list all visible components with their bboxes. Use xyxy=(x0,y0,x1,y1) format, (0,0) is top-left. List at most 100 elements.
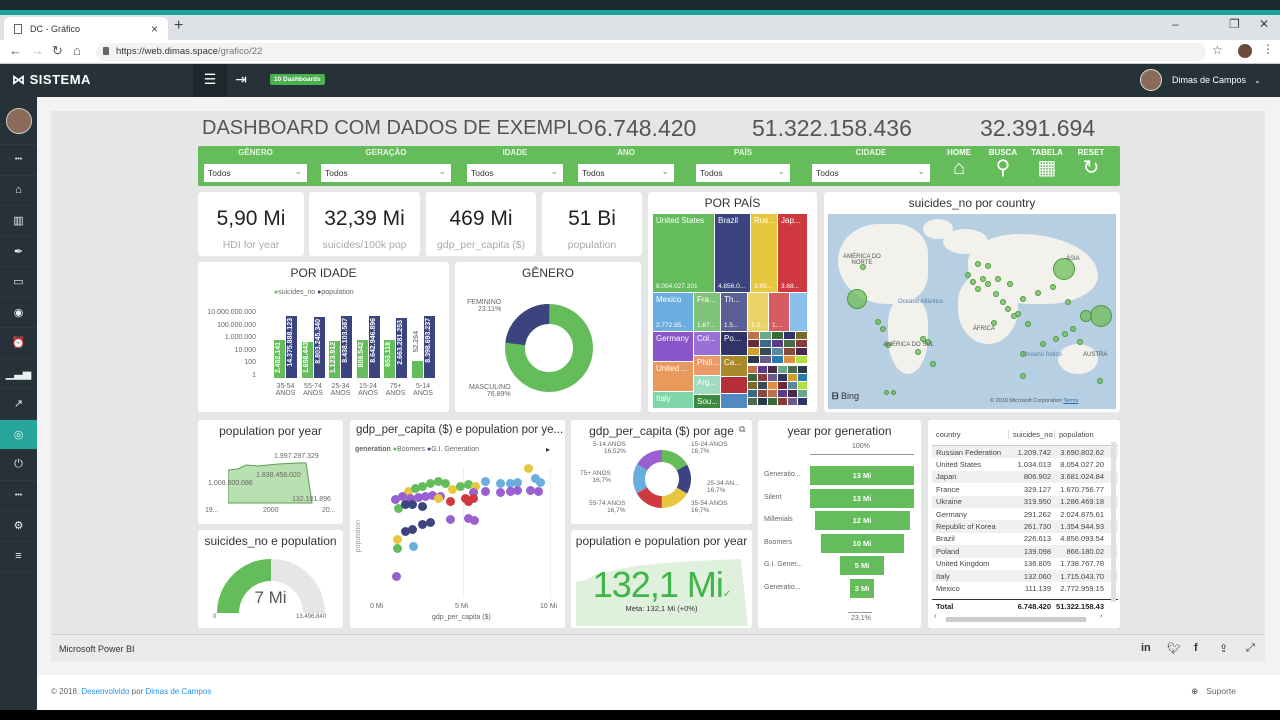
treemap-tile[interactable] xyxy=(748,366,757,373)
support-link[interactable]: ⊕ Suporte xyxy=(1191,686,1244,697)
chart-funnel[interactable]: year por generation 100% Generatio... 13 … xyxy=(758,420,921,628)
table-nav-button[interactable]: TABELA ▦ xyxy=(1029,148,1065,179)
treemap-tile[interactable] xyxy=(778,374,787,381)
scatter-point[interactable] xyxy=(409,542,418,551)
map-bubble[interactable] xyxy=(847,289,867,309)
dashboards-badge[interactable]: 10 Dashboards xyxy=(270,74,325,85)
filter-ano-select[interactable]: Todos ⌄ xyxy=(578,164,674,182)
sidebar-item-10[interactable]: ⏻ xyxy=(0,450,37,481)
scatter-point[interactable] xyxy=(426,479,435,488)
treemap-tile[interactable] xyxy=(758,374,767,381)
forward-button[interactable]: → xyxy=(31,43,44,58)
scatter-point[interactable] xyxy=(393,535,402,544)
map-bubble[interactable] xyxy=(883,389,889,395)
map-bubble[interactable] xyxy=(991,320,997,326)
bar-suicides[interactable] xyxy=(301,342,313,378)
kpi-card-gdp[interactable]: 469 Mi gdp_per_capita ($) xyxy=(426,192,536,256)
sidebar-item-13[interactable]: ≡ xyxy=(0,542,37,572)
scatter-point[interactable] xyxy=(434,477,443,486)
scatter-point[interactable] xyxy=(536,478,545,487)
treemap-tile[interactable] xyxy=(784,332,795,339)
treemap-tile[interactable] xyxy=(796,340,807,347)
scatter-point[interactable] xyxy=(526,486,535,495)
scatter-point[interactable] xyxy=(411,484,420,493)
sidebar-item-0[interactable]: ••• xyxy=(0,145,37,176)
country-table[interactable]: country suicides_no population Russian F… xyxy=(928,420,1120,628)
treemap-tile[interactable] xyxy=(778,366,787,373)
scatter-point[interactable] xyxy=(513,486,522,495)
linkedin-icon[interactable]: in xyxy=(1141,642,1151,654)
treemap-tile[interactable]: 1.... xyxy=(769,293,789,331)
treemap-tile[interactable] xyxy=(796,356,807,363)
scatter-point[interactable] xyxy=(464,514,473,523)
map-bubble[interactable] xyxy=(1050,284,1056,290)
map-bubble[interactable] xyxy=(985,263,991,269)
map-bubble[interactable] xyxy=(1090,305,1112,327)
user-menu[interactable]: Dimas de Campos ⌄ xyxy=(1140,69,1261,91)
scatter-point[interactable] xyxy=(471,482,480,491)
chart-map[interactable]: suicides_no por country AMÉRICA DO NORTE… xyxy=(824,192,1120,412)
profile-avatar[interactable] xyxy=(1238,44,1252,58)
scatter-point[interactable] xyxy=(408,525,417,534)
scatter-point[interactable] xyxy=(441,479,450,488)
treemap-tile[interactable]: 1.3... xyxy=(748,293,768,331)
scatter-point[interactable] xyxy=(391,495,400,504)
powerbi-brand-link[interactable]: Microsoft Power BI xyxy=(59,644,135,654)
search-nav-button[interactable]: BUSCA ⚲ xyxy=(985,148,1021,179)
restore-button[interactable]: ❐ xyxy=(1229,17,1240,31)
treemap-tile[interactable] xyxy=(796,332,807,339)
scatter-point[interactable] xyxy=(401,527,410,536)
scatter-point[interactable] xyxy=(401,500,410,509)
treemap-tile[interactable] xyxy=(772,348,783,355)
treemap-tile[interactable] xyxy=(788,390,797,397)
treemap-tile[interactable] xyxy=(798,366,807,373)
funnel-bar[interactable]: 13 Mi xyxy=(810,488,914,508)
treemap-tile[interactable] xyxy=(748,348,759,355)
treemap-tile[interactable] xyxy=(784,340,795,347)
bar-population[interactable] xyxy=(313,317,325,378)
treemap-tile[interactable] xyxy=(788,382,797,389)
treemap-tile[interactable] xyxy=(798,390,807,397)
treemap-tile[interactable] xyxy=(758,398,767,405)
scatter-point[interactable] xyxy=(448,485,457,494)
map-bubble[interactable] xyxy=(1025,321,1031,327)
author-link[interactable]: Dimas de Campos xyxy=(145,687,212,696)
table-row[interactable]: Mexico 111.139 2.772.959.15 xyxy=(936,583,1104,593)
bar-population[interactable] xyxy=(423,316,435,378)
treemap-tile[interactable] xyxy=(748,356,759,363)
sidebar-item-11[interactable]: ••• xyxy=(0,481,37,511)
treemap-tile[interactable] xyxy=(760,340,771,347)
chart-genero[interactable]: GÊNERO FEMININO 23.11% MASCULINO 76.89% xyxy=(455,262,641,412)
treemap-tile[interactable]: Col... xyxy=(694,332,720,355)
treemap-tile[interactable] xyxy=(758,382,767,389)
sidebar-item-7[interactable]: ▁▃▅ xyxy=(0,359,37,389)
map-bubble[interactable] xyxy=(1020,373,1026,379)
browser-menu-icon[interactable]: ⋮ xyxy=(1262,42,1274,56)
sidebar-item-4[interactable]: ▭ xyxy=(0,267,37,298)
table-row[interactable]: United States 1.034.013 8.054.027.20 xyxy=(936,460,1104,470)
scatter-point[interactable] xyxy=(513,478,522,487)
col-country[interactable]: country xyxy=(936,430,961,439)
close-window-button[interactable]: ✕ xyxy=(1259,17,1270,31)
legend-next-arrow[interactable]: ▸ xyxy=(546,445,551,454)
sidebar-item-8[interactable]: ↗ xyxy=(0,389,37,420)
map-bubble[interactable] xyxy=(995,276,1001,282)
horizontal-scrollbar[interactable]: ‹ › xyxy=(934,612,1103,622)
menu-toggle-icon[interactable]: ☰ xyxy=(203,71,217,87)
treemap-tile[interactable] xyxy=(772,356,783,363)
col-suicides[interactable]: suicides_no xyxy=(1008,430,1054,439)
scatter-point[interactable] xyxy=(481,487,490,496)
kpi-card-suicides-100k[interactable]: 32,39 Mi suicides/100k pop xyxy=(309,192,420,256)
url-input[interactable]: https://web.dimas.space/grafico/22 xyxy=(96,43,1206,61)
table-row[interactable]: Japan 806.902 3.681.024.84 xyxy=(932,470,1118,484)
scatter-point[interactable] xyxy=(428,491,437,500)
filter-cidade-select[interactable]: Todos ⌄ xyxy=(812,164,930,182)
map-bubble[interactable] xyxy=(880,326,886,332)
scatter-point[interactable] xyxy=(464,497,473,506)
kpi-card-population[interactable]: 51 Bi population xyxy=(542,192,642,256)
funnel-bar[interactable]: 5 Mi xyxy=(840,556,884,575)
treemap-tile[interactable]: Th... 1.5... xyxy=(721,293,747,331)
bar-suicides[interactable] xyxy=(411,361,423,378)
scatter-point[interactable] xyxy=(414,493,423,502)
terms-link[interactable]: Terms xyxy=(1063,398,1079,404)
